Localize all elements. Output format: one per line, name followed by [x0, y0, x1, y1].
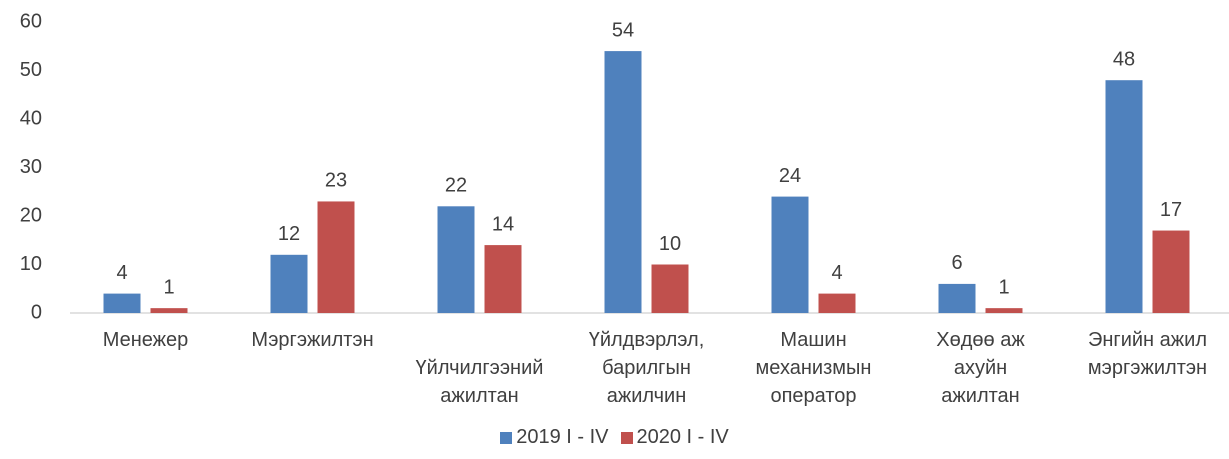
data-label: 22	[445, 175, 467, 197]
data-label: 6	[951, 252, 962, 274]
data-label: 4	[116, 262, 127, 284]
data-label: 4	[831, 262, 842, 284]
legend-swatch	[620, 431, 633, 444]
bar	[150, 308, 188, 313]
x-tick-label: Үйлчилгээний ажилтан	[415, 357, 544, 407]
data-label: 48	[1113, 48, 1135, 70]
x-tick-label: Хөдөө аж ахуйн ажилтан	[936, 329, 1025, 407]
y-tick-label: 10	[20, 253, 42, 275]
data-label: 12	[278, 223, 300, 245]
bar	[938, 283, 976, 313]
data-label: 23	[325, 170, 347, 192]
x-tick-label: Менежер	[102, 329, 189, 351]
legend-item: 2020 I - IV	[620, 426, 729, 449]
legend: 2019 I - IV 2020 I - IV	[0, 426, 1229, 449]
y-tick-label: 60	[20, 10, 42, 32]
legend-label: 2020 I - IV	[636, 426, 729, 448]
legend-label: 2019 I - IV	[516, 426, 609, 448]
bar	[771, 196, 809, 313]
data-label: 24	[779, 165, 801, 187]
bar	[1152, 230, 1190, 313]
x-tick-label: Машин механизмын оператор	[755, 329, 872, 407]
data-label: 1	[998, 276, 1009, 298]
x-tick-label: Энгийн ажил мэргэжилтэн	[1087, 329, 1208, 379]
data-label: 1	[163, 276, 174, 298]
y-tick-label: 20	[20, 204, 42, 226]
bar	[818, 293, 856, 313]
y-tick-label: 0	[31, 301, 42, 323]
bar	[270, 254, 308, 313]
legend-swatch	[500, 431, 513, 444]
bar	[985, 308, 1023, 313]
bar	[604, 51, 642, 313]
y-tick-label: 50	[20, 59, 42, 81]
data-label: 17	[1160, 199, 1182, 221]
bar	[1105, 80, 1143, 313]
data-label: 10	[659, 233, 681, 255]
x-tick-label: Мэргэжилтэн	[251, 329, 374, 351]
data-label: 14	[492, 213, 514, 235]
bar	[103, 293, 141, 313]
y-tick-label: 40	[20, 107, 42, 129]
bar	[437, 206, 475, 313]
x-tick-label: Үйлдвэрлэл, барилгын ажилчин	[588, 329, 705, 407]
bar	[317, 201, 355, 313]
y-tick-label: 30	[20, 156, 42, 178]
legend-item: 2019 I - IV	[500, 426, 609, 449]
bar	[651, 264, 689, 313]
data-label: 54	[612, 19, 634, 41]
bar	[484, 245, 522, 313]
